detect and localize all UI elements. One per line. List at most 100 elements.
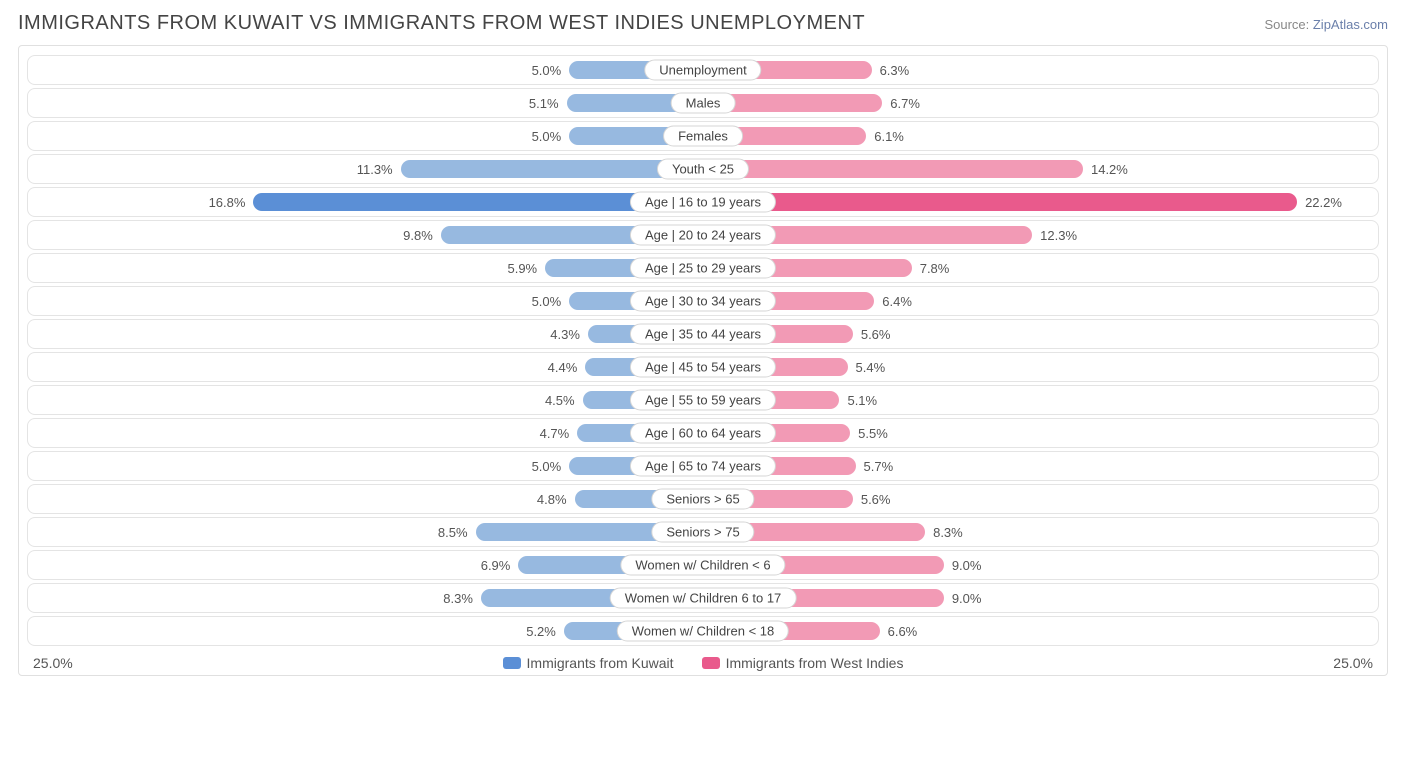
legend-swatch-left — [503, 657, 521, 669]
bar-half-left: 4.8% — [34, 488, 703, 510]
left-percent-label: 4.8% — [529, 492, 575, 507]
right-percent-label: 22.2% — [1297, 195, 1350, 210]
left-percent-label: 5.1% — [521, 96, 567, 111]
chart-row: 8.5% 8.3% Seniors > 75 — [27, 517, 1379, 547]
right-percent-label: 12.3% — [1032, 228, 1085, 243]
chart-row: 4.8% 5.6% Seniors > 65 — [27, 484, 1379, 514]
left-percent-label: 9.8% — [395, 228, 441, 243]
bar-half-left: 5.0% — [34, 455, 703, 477]
category-label: Age | 45 to 54 years — [630, 357, 776, 378]
bar-half-left: 4.3% — [34, 323, 703, 345]
bar-half-right: 7.8% — [703, 257, 1372, 279]
right-percent-label: 5.4% — [848, 360, 894, 375]
left-percent-label: 5.0% — [524, 459, 570, 474]
diverging-bar-chart: 5.0% 6.3% Unemployment 5.1% 6.7% Males 5.0% 6.1… — [18, 45, 1388, 676]
left-percent-label: 5.0% — [524, 294, 570, 309]
right-percent-label: 5.7% — [856, 459, 902, 474]
legend: Immigrants from Kuwait Immigrants from W… — [503, 655, 904, 671]
chart-row: 4.4% 5.4% Age | 45 to 54 years — [27, 352, 1379, 382]
bar-half-left: 4.7% — [34, 422, 703, 444]
chart-row: 5.1% 6.7% Males — [27, 88, 1379, 118]
bar-half-right: 6.7% — [703, 92, 1372, 114]
left-percent-label: 8.3% — [435, 591, 481, 606]
bar-half-left: 5.2% — [34, 620, 703, 642]
bar-half-left: 5.1% — [34, 92, 703, 114]
bar-half-right: 5.1% — [703, 389, 1372, 411]
right-percent-label: 6.3% — [872, 63, 918, 78]
chart-row: 6.9%9.0%Women w/ Children < 6 — [27, 550, 1379, 580]
right-percent-label: 5.6% — [853, 327, 899, 342]
legend-label-right: Immigrants from West Indies — [726, 655, 904, 671]
bar-half-left: 4.5% — [34, 389, 703, 411]
chart-row: 16.8%22.2%Age | 16 to 19 years — [27, 187, 1379, 217]
axis-max-left: 25.0% — [33, 655, 73, 671]
bar-half-right: 6.3% — [703, 59, 1372, 81]
chart-row: 11.3% 14.2%Youth < 25 — [27, 154, 1379, 184]
bar-half-right: 6.1% — [703, 125, 1372, 147]
bar-half-right: 5.6% — [703, 488, 1372, 510]
category-label: Age | 60 to 64 years — [630, 423, 776, 444]
legend-item-left: Immigrants from Kuwait — [503, 655, 674, 671]
category-label: Age | 25 to 29 years — [630, 258, 776, 279]
left-percent-label: 5.9% — [499, 261, 545, 276]
right-bar — [703, 193, 1297, 211]
chart-row: 4.3% 5.6% Age | 35 to 44 years — [27, 319, 1379, 349]
right-percent-label: 5.1% — [839, 393, 885, 408]
left-percent-label: 4.3% — [542, 327, 588, 342]
category-label: Males — [671, 93, 736, 114]
source-link[interactable]: ZipAtlas.com — [1313, 17, 1388, 32]
category-label: Age | 20 to 24 years — [630, 225, 776, 246]
source-attribution: Source: ZipAtlas.com — [1264, 17, 1388, 32]
category-label: Unemployment — [644, 60, 761, 81]
category-label: Seniors > 65 — [651, 489, 754, 510]
legend-item-right: Immigrants from West Indies — [702, 655, 904, 671]
bar-half-right: 5.4% — [703, 356, 1372, 378]
left-percent-label: 5.0% — [524, 63, 570, 78]
left-percent-label: 8.5% — [430, 525, 476, 540]
bar-half-right: 6.6% — [703, 620, 1372, 642]
chart-row: 5.9% 7.8% Age | 25 to 29 years — [27, 253, 1379, 283]
chart-title: IMMIGRANTS FROM KUWAIT VS IMMIGRANTS FRO… — [18, 12, 865, 35]
bar-half-left: 8.5% — [34, 521, 703, 543]
right-bar — [703, 160, 1083, 178]
bar-half-left: 6.9% — [34, 554, 703, 576]
bar-half-left: 4.4% — [34, 356, 703, 378]
right-percent-label: 5.6% — [853, 492, 899, 507]
bar-half-left: 9.8% — [34, 224, 703, 246]
bar-half-right: 12.3% — [703, 224, 1372, 246]
category-label: Women w/ Children < 6 — [620, 555, 785, 576]
left-percent-label: 5.0% — [524, 129, 570, 144]
right-percent-label: 7.8% — [912, 261, 958, 276]
bar-half-left: 5.0% — [34, 125, 703, 147]
bar-half-right: 22.2% — [703, 191, 1372, 213]
bar-half-right: 5.7% — [703, 455, 1372, 477]
chart-row: 5.0% 5.7% Age | 65 to 74 years — [27, 451, 1379, 481]
bar-half-right: 8.3% — [703, 521, 1372, 543]
category-label: Age | 35 to 44 years — [630, 324, 776, 345]
right-percent-label: 6.7% — [882, 96, 928, 111]
category-label: Females — [663, 126, 743, 147]
left-percent-label: 6.9% — [473, 558, 519, 573]
category-label: Women w/ Children 6 to 17 — [610, 588, 797, 609]
chart-row: 5.0%6.4%Age | 30 to 34 years — [27, 286, 1379, 316]
right-percent-label: 6.6% — [880, 624, 926, 639]
bar-half-right: 14.2% — [703, 158, 1372, 180]
right-percent-label: 6.4% — [874, 294, 920, 309]
bar-half-right: 5.5% — [703, 422, 1372, 444]
category-label: Seniors > 75 — [651, 522, 754, 543]
category-label: Women w/ Children < 18 — [617, 621, 789, 642]
right-percent-label: 6.1% — [866, 129, 912, 144]
chart-header: IMMIGRANTS FROM KUWAIT VS IMMIGRANTS FRO… — [18, 12, 1388, 35]
source-prefix: Source: — [1264, 17, 1312, 32]
bar-half-right: 6.4% — [703, 290, 1372, 312]
category-label: Age | 65 to 74 years — [630, 456, 776, 477]
left-percent-label: 11.3% — [349, 162, 401, 177]
category-label: Age | 16 to 19 years — [630, 192, 776, 213]
chart-row: 8.3% 9.0%Women w/ Children 6 to 17 — [27, 583, 1379, 613]
bar-half-right: 9.0% — [703, 587, 1372, 609]
chart-row: 4.5%5.1%Age | 55 to 59 years — [27, 385, 1379, 415]
category-label: Youth < 25 — [657, 159, 749, 180]
right-percent-label: 5.5% — [850, 426, 896, 441]
right-percent-label: 8.3% — [925, 525, 971, 540]
bar-half-left: 5.0% — [34, 59, 703, 81]
